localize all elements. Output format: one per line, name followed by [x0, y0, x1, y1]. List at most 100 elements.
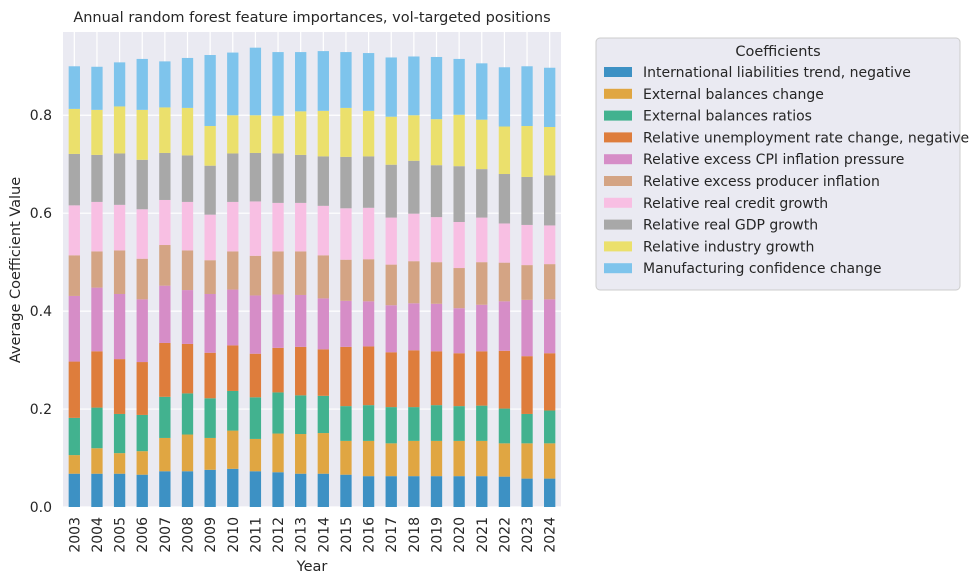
bar-segment	[227, 153, 239, 202]
bar-segment	[544, 353, 556, 411]
bar-segment	[408, 160, 420, 214]
x-axis-label: Year	[296, 559, 328, 575]
bar-segment	[521, 66, 533, 127]
bar-segment	[295, 202, 307, 252]
bar-segment	[362, 53, 375, 111]
bar-segment	[249, 201, 262, 256]
bar-segment	[272, 52, 284, 116]
bar-segment	[181, 57, 194, 108]
bar-segment	[159, 437, 171, 472]
bar-segment	[136, 58, 148, 110]
bar-segment	[159, 199, 171, 246]
legend-label: External balances ratios	[643, 109, 812, 125]
bar-segment	[68, 417, 80, 456]
bar-segment	[113, 106, 126, 154]
bar-segment	[453, 166, 465, 222]
bar-segment	[113, 453, 126, 474]
bar-segment	[317, 298, 329, 350]
legend-swatch	[604, 154, 632, 165]
legend-label: Relative excess producer inflation	[643, 174, 880, 190]
bar-segment	[521, 299, 533, 357]
bar-segment	[91, 473, 103, 507]
bar-segment	[476, 63, 488, 120]
bar-segment	[498, 408, 511, 444]
bar-segment	[317, 110, 329, 157]
bar-segment	[249, 47, 262, 116]
bar-segment	[362, 476, 375, 507]
legend-label: International liabilities trend, negativ…	[643, 65, 911, 81]
bar-segment	[544, 127, 556, 176]
bar-segment	[408, 261, 420, 304]
bar-segment	[544, 410, 556, 444]
bar-segment	[340, 440, 352, 475]
bar-segment	[453, 440, 465, 477]
x-tick-label: 2014	[316, 517, 332, 553]
bar-segment	[204, 469, 216, 507]
x-tick-label: 2016	[362, 517, 378, 553]
bar-segment	[113, 413, 126, 454]
y-tick-label: 0.0	[30, 500, 52, 516]
bar-segment	[181, 250, 194, 291]
bar-segment	[91, 201, 103, 252]
bar-segment	[385, 443, 397, 477]
bar-segment	[91, 109, 103, 155]
bar-segment	[317, 156, 329, 206]
bar-segment	[453, 476, 465, 507]
bar-segment	[453, 114, 465, 167]
x-tick-label: 2011	[248, 517, 264, 553]
x-tick-label: 2005	[113, 517, 129, 553]
legend-label: Manufacturing confidence change	[643, 261, 881, 277]
bar-segment	[317, 395, 329, 434]
y-axis-label: Average Coefficient Value	[8, 177, 24, 363]
bar-segment	[136, 414, 148, 452]
bar-segment	[453, 58, 465, 115]
bar-segment	[204, 293, 216, 353]
x-tick-label: 2007	[158, 517, 174, 553]
bar-segment	[227, 468, 239, 507]
legend-swatch	[604, 176, 632, 186]
bar-segment	[249, 471, 262, 507]
bar-segment	[408, 440, 420, 477]
bar-segment	[181, 343, 194, 394]
bar-segment	[136, 159, 148, 210]
x-tick-label: 2022	[497, 517, 513, 553]
bar-segment	[521, 356, 533, 414]
bar-segment	[362, 156, 375, 208]
bar-segment	[159, 245, 171, 286]
bar-segment	[362, 346, 375, 406]
bar-segment	[91, 407, 103, 449]
bar-segment	[91, 287, 103, 352]
legend-label: Relative industry growth	[643, 239, 814, 255]
bar-segment	[204, 165, 216, 215]
bar-segment	[68, 153, 80, 206]
bar-segment	[91, 251, 103, 288]
bar-segment	[181, 434, 194, 472]
bar-segment	[113, 153, 126, 205]
bar-segment	[430, 476, 443, 507]
bar-segment	[408, 350, 420, 408]
bar-segment	[68, 361, 80, 418]
bar-segment	[295, 52, 307, 112]
bar-segment	[136, 474, 148, 507]
bar-segment	[498, 476, 511, 507]
bar-segment	[295, 395, 307, 435]
bar-segment	[385, 57, 397, 117]
bar-segment	[272, 115, 284, 154]
legend-label: Relative real GDP growth	[643, 218, 818, 234]
bar-segment	[204, 437, 216, 470]
bar-segment	[136, 451, 148, 475]
bar-segment	[340, 346, 352, 407]
bar-segment	[136, 362, 148, 415]
x-tick-label: 2003	[67, 517, 83, 553]
bar-segment	[159, 285, 171, 343]
bar-segment	[521, 224, 533, 266]
bar-segment	[408, 303, 420, 351]
x-tick-label: 2004	[90, 517, 106, 553]
bar-segment	[430, 217, 443, 263]
bar-segment	[249, 255, 262, 296]
legend-swatch	[604, 219, 632, 230]
bar-segment	[476, 351, 488, 406]
y-tick-label: 0.2	[30, 402, 52, 418]
